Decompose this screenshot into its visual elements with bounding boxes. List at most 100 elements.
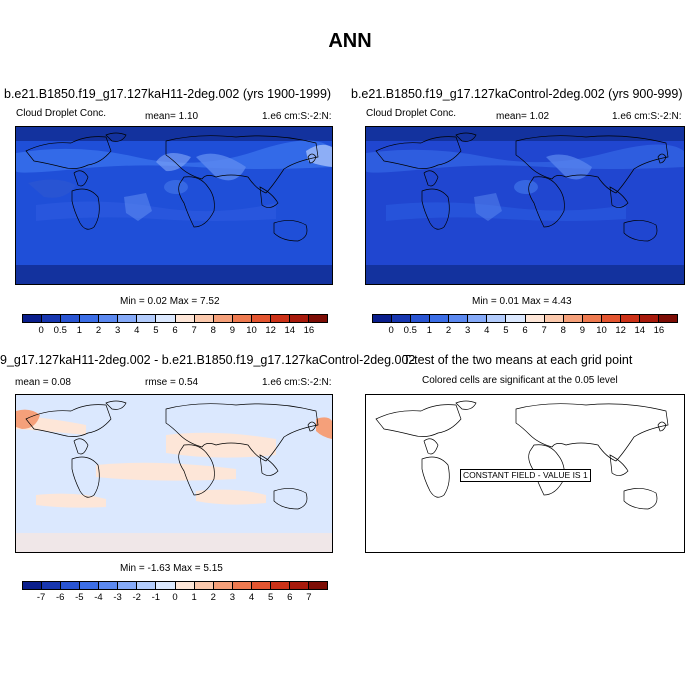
panel-3-minmax: Min = -1.63 Max = 5.15: [120, 563, 223, 574]
colorbar-box: [80, 315, 100, 322]
panel-1-title: b.e21.B1850.f19_g17.127kaH11-2deg.002 (y…: [4, 87, 332, 101]
panel-1-colorbar-labels: 0 0.5 1 2 3 4 5 6 7 8 9 10 12 14 16: [22, 325, 328, 337]
colorbar-tick-label: 6: [522, 325, 528, 336]
panel-2-map: [365, 126, 685, 285]
colorbar-tick-label: 1: [191, 592, 197, 603]
colorbar-box: [156, 315, 176, 322]
panel-3-units: 1.e6 cm:S:-2:N:: [262, 377, 332, 388]
main-title: ANN: [328, 30, 372, 52]
colorbar-tick-label: 0.5: [53, 325, 67, 336]
colorbar-tick-label: 12: [615, 325, 626, 336]
colorbar-box: [213, 315, 233, 322]
colorbar-tick-label: 6: [172, 325, 178, 336]
colorbar-tick-label: 14: [284, 325, 296, 336]
colorbar-box: [232, 315, 252, 322]
panel-3-colorbar: [22, 581, 328, 590]
colorbar-tick-label: 3: [464, 325, 471, 336]
colorbar-box: [61, 582, 81, 589]
colorbar-tick-label: 8: [560, 325, 566, 336]
colorbar-tick-label: 10: [596, 325, 607, 336]
colorbar-tick-label: 9: [229, 325, 236, 336]
panel-4-title: T-test of the two means at each grid poi…: [403, 353, 633, 367]
panel-1-units: 1.e6 cm:S:-2:N:: [262, 111, 332, 122]
colorbar-box: [411, 315, 431, 322]
colorbar-tick-label: 9: [579, 325, 586, 336]
colorbar-tick-label: -4: [94, 592, 103, 603]
colorbar-box: [544, 315, 564, 322]
colorbar-box: [487, 315, 507, 322]
colorbar-tick-label: 0: [38, 325, 44, 336]
colorbar-box: [156, 582, 176, 589]
colorbar-tick-label: 2: [95, 325, 102, 336]
colorbar-tick-label: 7: [541, 325, 547, 336]
colorbar-box: [270, 315, 290, 322]
panel-1-minmax: Min = 0.02 Max = 7.52: [120, 296, 220, 307]
colorbar-box: [620, 315, 640, 322]
colorbar-tick-label: 4: [134, 325, 140, 336]
colorbar-tick-label: -5: [75, 592, 84, 603]
colorbar-box: [308, 315, 327, 322]
colorbar-tick-label: 1: [76, 325, 83, 336]
colorbar-tick-label: -1: [151, 592, 161, 603]
colorbar-box: [251, 315, 271, 322]
colorbar-box: [137, 582, 157, 589]
colorbar-tick-label: 5: [503, 325, 509, 336]
colorbar-box: [175, 315, 195, 322]
colorbar-tick-label: -7: [36, 592, 46, 603]
colorbar-box: [99, 315, 119, 322]
panel-3-rmse: rmse = 0.54: [145, 377, 199, 388]
colorbar-box: [175, 582, 195, 589]
colorbar-tick-label: 1: [426, 325, 433, 336]
colorbar-tick-label: 7: [191, 325, 197, 336]
colorbar-tick-label: 12: [265, 325, 276, 336]
panel-2-minmax: Min = 0.01 Max = 4.43: [472, 296, 572, 307]
panel-2-variable-label: Cloud Droplet Conc.: [366, 108, 457, 119]
colorbar-box: [118, 582, 138, 589]
colorbar-tick-label: 0: [172, 592, 178, 603]
panel-3-mean: mean = 0.08: [15, 377, 71, 388]
colorbar-box: [270, 582, 290, 589]
colorbar-tick-label: 0: [388, 325, 394, 336]
colorbar-box: [392, 315, 412, 322]
panel-2-mean: mean= 1.02: [496, 111, 550, 122]
colorbar-tick-label: -6: [56, 592, 65, 603]
colorbar-box: [373, 315, 393, 322]
panel-1-map: [15, 126, 333, 285]
colorbar-box: [289, 315, 309, 322]
colorbar-tick-label: 5: [153, 325, 159, 336]
colorbar-tick-label: 16: [653, 325, 665, 336]
panel-2-map-svg: [366, 127, 684, 284]
colorbar-tick-label: 4: [484, 325, 490, 336]
colorbar-box: [468, 315, 488, 322]
colorbar-box: [506, 315, 526, 322]
colorbar-box: [99, 582, 119, 589]
colorbar-box: [118, 315, 138, 322]
panel-1-colorbar: [22, 314, 328, 323]
colorbar-box: [42, 315, 62, 322]
colorbar-box: [582, 315, 602, 322]
colorbar-box: [251, 582, 271, 589]
colorbar-tick-label: 14: [634, 325, 646, 336]
colorbar-tick-label: 2: [210, 592, 216, 603]
colorbar-box: [601, 315, 621, 322]
panel-2-colorbar-labels: 0 0.5 1 2 3 4 5 6 7 8 9 10 12 14 16: [372, 325, 678, 337]
colorbar-box: [449, 315, 469, 322]
colorbar-tick-label: -3: [113, 592, 122, 603]
colorbar-tick-label: 2: [445, 325, 452, 336]
panel-3-colorbar-labels: -7 -6 -5 -4 -3 -2 -1 0 1 2 3 4 5 6 7: [22, 592, 328, 604]
colorbar-box: [61, 315, 81, 322]
colorbar-box: [525, 315, 545, 322]
colorbar-tick-label: 3: [229, 592, 236, 603]
panel-1-variable-label: Cloud Droplet Conc.: [16, 108, 107, 119]
panel-1-mean: mean= 1.10: [145, 111, 199, 122]
colorbar-tick-label: 5: [267, 592, 274, 603]
colorbar-box: [23, 315, 43, 322]
colorbar-box: [213, 582, 233, 589]
colorbar-tick-label: 6: [287, 592, 293, 603]
colorbar-box: [194, 582, 214, 589]
colorbar-box: [232, 582, 252, 589]
colorbar-box: [639, 315, 659, 322]
panel-3-map: [15, 394, 333, 553]
colorbar-tick-label: 10: [246, 325, 257, 336]
colorbar-box: [289, 582, 309, 589]
